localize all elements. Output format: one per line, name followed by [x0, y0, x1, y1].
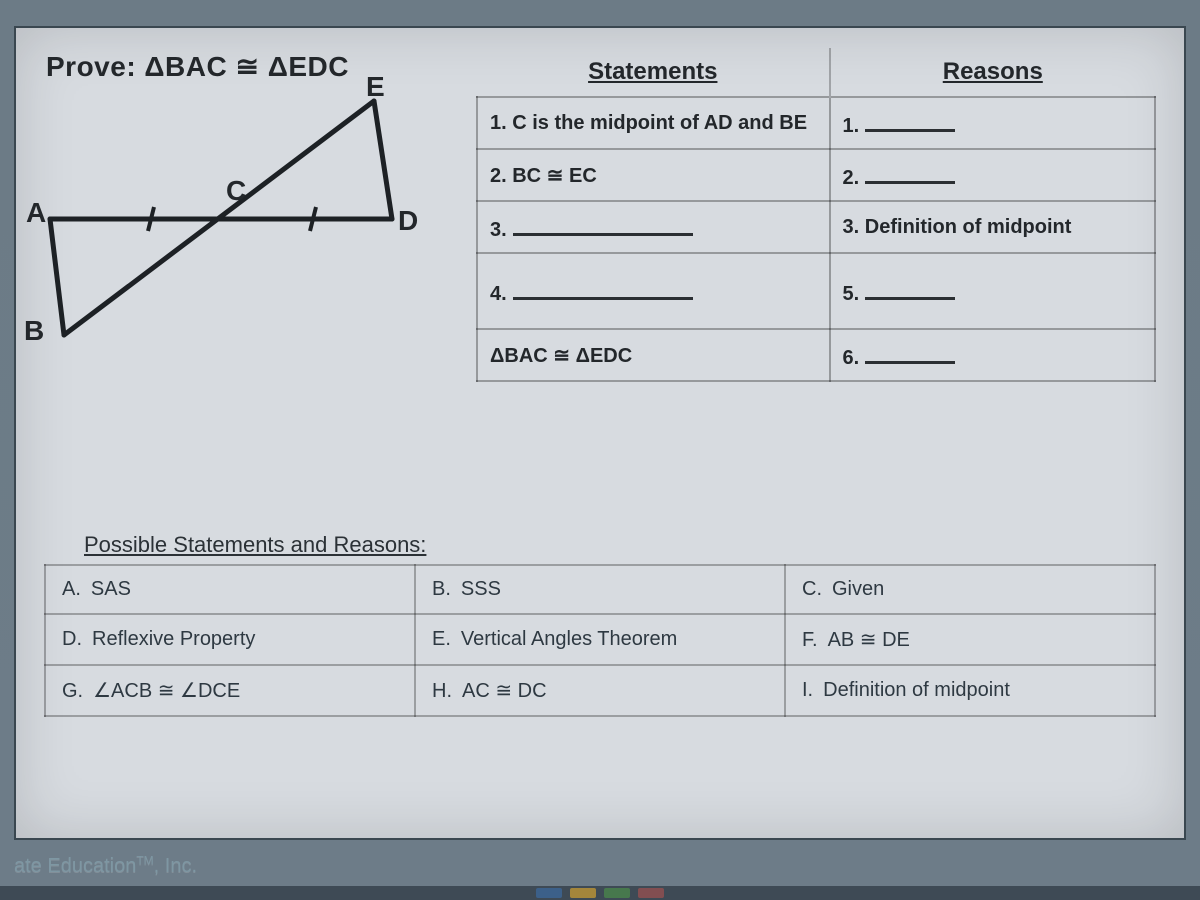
geometry-diagram: A B C D E [44, 79, 444, 339]
reason-prefix: 6. [843, 347, 860, 369]
possible-row: A. SAS B. SSS C. Given [45, 565, 1155, 614]
possible-table-body: A. SAS B. SSS C. Given D. Reflexive Property E. V… [45, 565, 1155, 716]
worksheet-page: Prove: ΔBAC ≅ ΔEDC [14, 26, 1186, 840]
stmt-prefix: 4. [490, 283, 507, 305]
proof-table-body: 1. C is the midpoint of AD and BE 1. 2. BC… [477, 97, 1155, 381]
reason-cell: 6. [830, 329, 1155, 381]
possible-option[interactable]: G. ∠ACB ≅ ∠DCE [45, 665, 415, 716]
possible-option[interactable]: C. Given [785, 565, 1155, 614]
proof-row: 1. C is the midpoint of AD and BE 1. [477, 97, 1155, 149]
possible-option[interactable]: I. Definition of midpoint [785, 665, 1155, 716]
reason-cell: 5. [830, 253, 1155, 329]
possible-option[interactable]: F. AB ≅ DE [785, 614, 1155, 665]
top-row: Prove: ΔBAC ≅ ΔEDC [44, 46, 1156, 382]
blank-line[interactable] [865, 108, 955, 132]
statement-cell: 2. BC ≅ EC [477, 149, 830, 201]
statement-cell: ΔBAC ≅ ΔEDC [477, 329, 830, 381]
option-text: ∠ACB ≅ ∠DCE [93, 680, 240, 702]
option-letter: C. [802, 578, 822, 600]
reason-prefix: 5. [843, 283, 860, 305]
task-icon [570, 888, 596, 898]
statement-cell: 4. [477, 253, 830, 329]
possible-option[interactable]: B. SSS [415, 565, 785, 614]
task-icon [604, 888, 630, 898]
option-letter: D. [62, 628, 82, 650]
blank-line[interactable] [513, 276, 693, 300]
task-icon [638, 888, 664, 898]
possible-option[interactable]: A. SAS [45, 565, 415, 614]
reason-cell: 2. [830, 149, 1155, 201]
proof-row: 3. 3. Definition of midpoint [477, 201, 1155, 253]
option-letter: F. [802, 629, 818, 651]
possible-option[interactable]: E. Vertical Angles Theorem [415, 614, 785, 665]
reason-prefix: 2. [843, 167, 860, 189]
label-D: D [398, 205, 418, 237]
screen-frame: Prove: ΔBAC ≅ ΔEDC [0, 0, 1200, 900]
option-letter: H. [432, 680, 452, 702]
statements-header: Statements [477, 48, 830, 97]
option-letter: A. [62, 578, 81, 600]
possible-table: A. SAS B. SSS C. Given D. Reflexive Property E. V… [44, 564, 1156, 717]
option-text: SSS [461, 578, 501, 600]
blank-line[interactable] [865, 160, 955, 184]
blank-line[interactable] [865, 276, 955, 300]
footer-text: ate EducationTM, Inc. [14, 853, 197, 878]
reason-cell: 1. [830, 97, 1155, 149]
proof-table: Statements Reasons 1. C is the midpoint … [476, 48, 1156, 382]
option-letter: I. [802, 679, 813, 701]
option-letter: B. [432, 578, 451, 600]
option-text: Vertical Angles Theorem [461, 628, 677, 650]
proof-row: 2. BC ≅ EC 2. [477, 149, 1155, 201]
prove-block: Prove: ΔBAC ≅ ΔEDC [44, 46, 454, 339]
possible-option[interactable]: H. AC ≅ DC [415, 665, 785, 716]
option-text: AB ≅ DE [828, 629, 910, 651]
proof-row: 4. 5. [477, 253, 1155, 329]
option-letter: E. [432, 628, 451, 650]
option-text: Reflexive Property [92, 628, 255, 650]
proof-table-header-row: Statements Reasons [477, 48, 1155, 97]
option-text: AC ≅ DC [462, 680, 547, 702]
possible-header: Possible Statements and Reasons: [84, 532, 1156, 558]
option-text: Definition of midpoint [823, 679, 1010, 701]
blank-line[interactable] [513, 212, 693, 236]
label-B: B [24, 315, 44, 347]
label-C: C [226, 175, 246, 207]
content-area: Prove: ΔBAC ≅ ΔEDC [16, 28, 1184, 838]
taskbar-icons [536, 888, 664, 898]
blank-line[interactable] [865, 340, 955, 364]
reason-prefix: 1. [843, 115, 860, 137]
statement-cell: 1. C is the midpoint of AD and BE [477, 97, 830, 149]
reason-cell: 3. Definition of midpoint [830, 201, 1155, 253]
possible-section: Possible Statements and Reasons: A. SAS B.… [44, 532, 1156, 717]
possible-row: D. Reflexive Property E. Vertical Angles Th… [45, 614, 1155, 665]
stmt-prefix: 3. [490, 219, 507, 241]
option-text: Given [832, 578, 884, 600]
footer-label: ate EducationTM, Inc. [14, 855, 197, 877]
diagram-svg [44, 79, 444, 339]
possible-option[interactable]: D. Reflexive Property [45, 614, 415, 665]
possible-row: G. ∠ACB ≅ ∠DCE H. AC ≅ DC I. Definition of mi… [45, 665, 1155, 716]
proof-row: ΔBAC ≅ ΔEDC 6. [477, 329, 1155, 381]
label-E: E [366, 71, 385, 103]
option-text: SAS [91, 578, 131, 600]
reasons-header: Reasons [830, 48, 1155, 97]
statement-cell: 3. [477, 201, 830, 253]
option-letter: G. [62, 680, 83, 702]
label-A: A [26, 197, 46, 229]
task-icon [536, 888, 562, 898]
